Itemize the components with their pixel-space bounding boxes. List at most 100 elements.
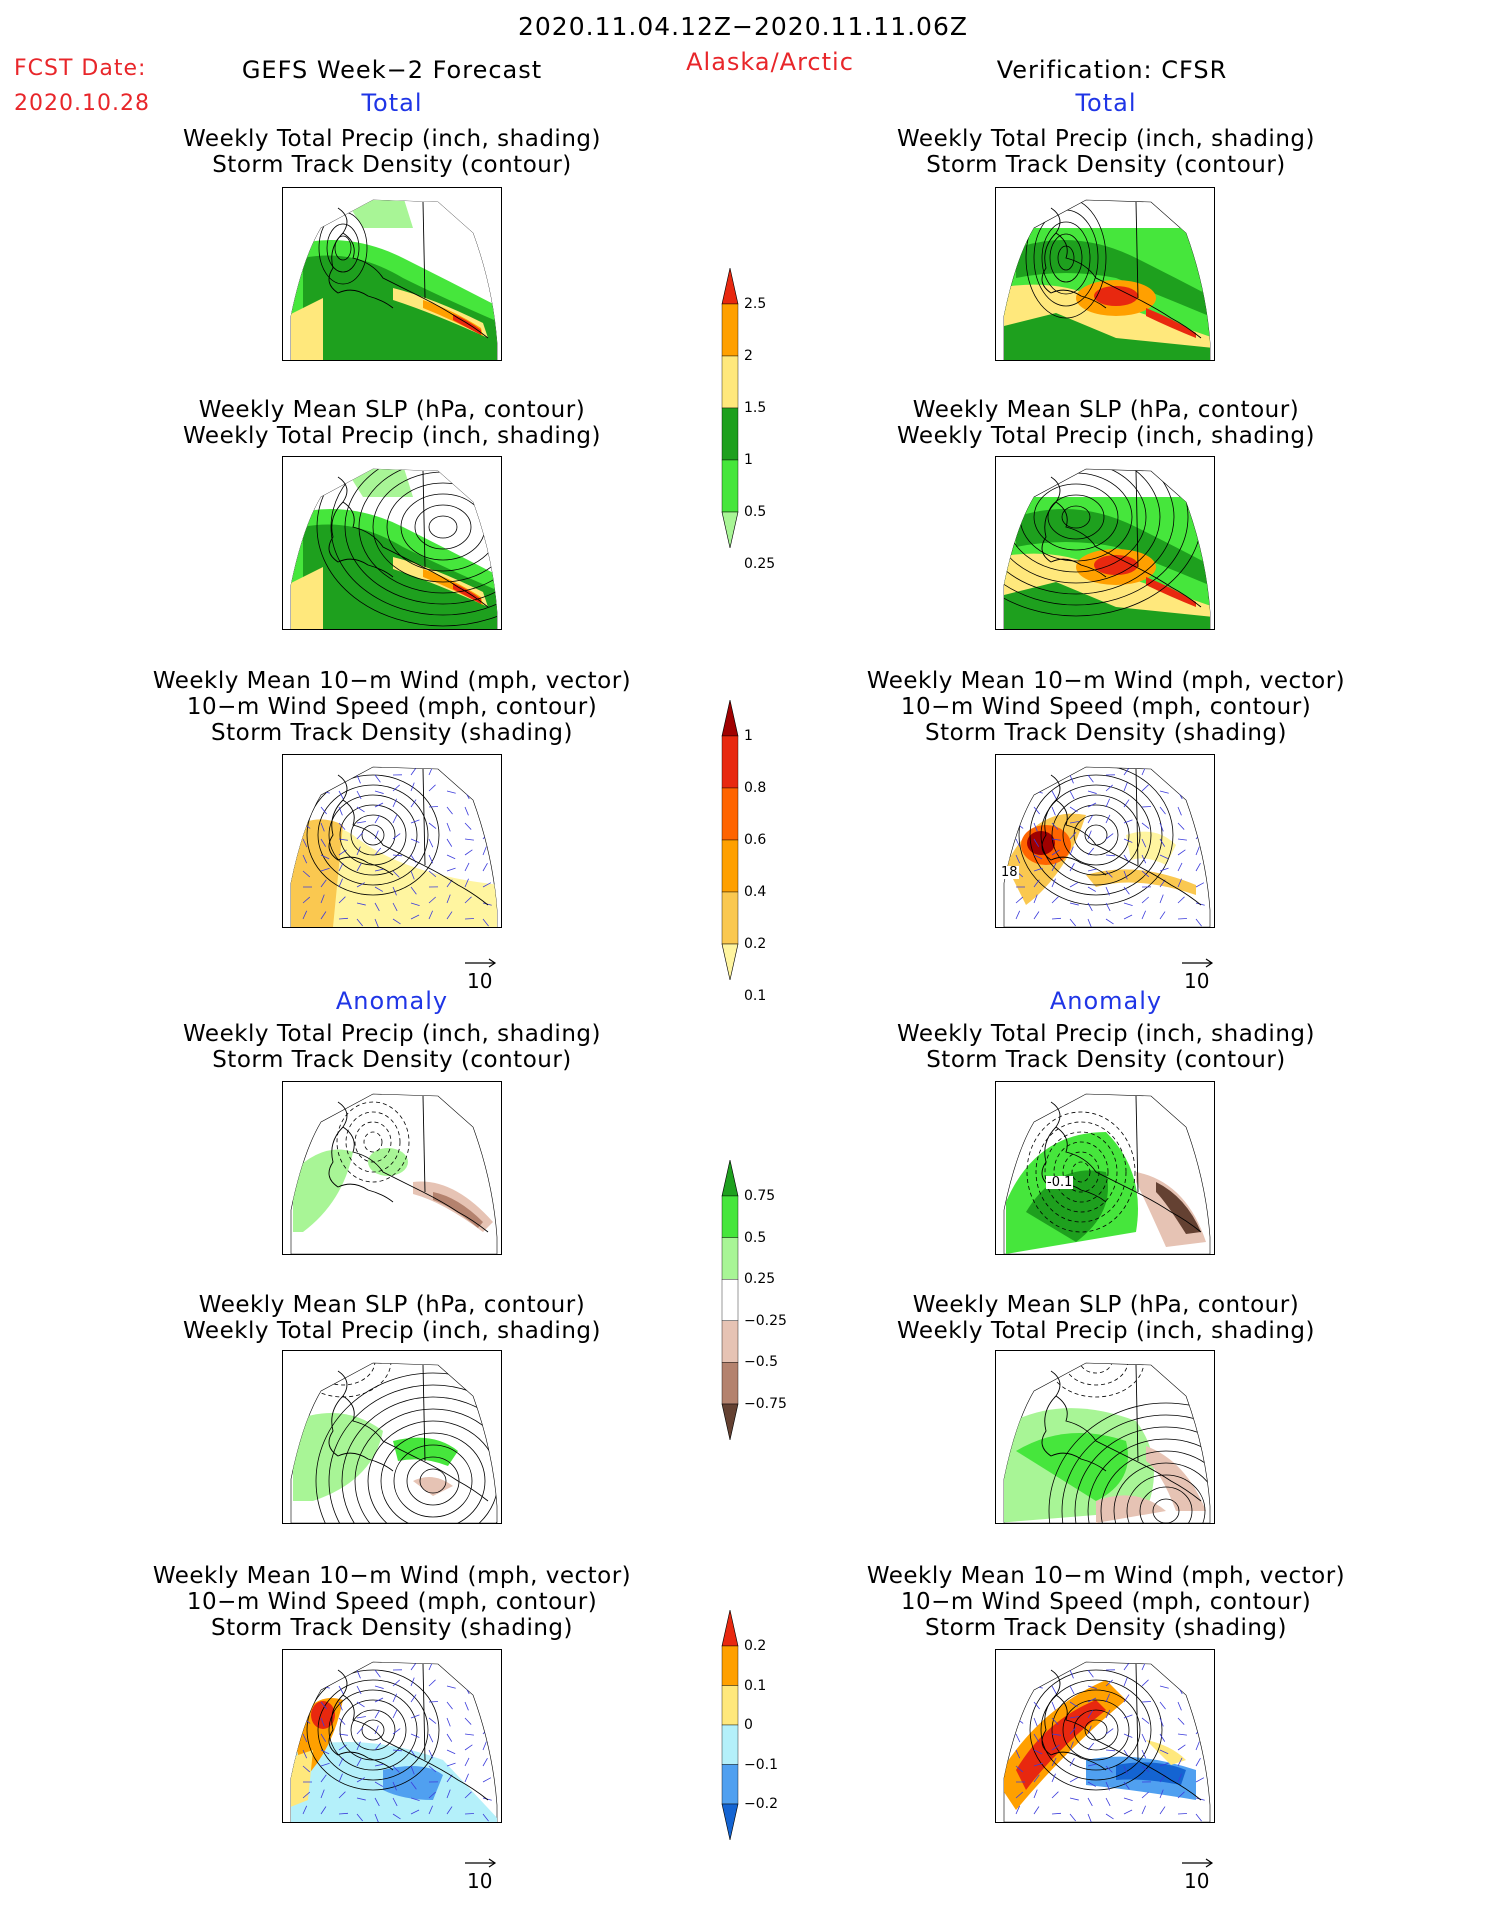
vector-reference-label: 10 bbox=[1184, 969, 1210, 993]
map-panel-r5-c2 bbox=[995, 1350, 1215, 1524]
panel-title-r6-c1-line2: 10−m Wind Speed (mph, contour) bbox=[186, 1589, 598, 1615]
panel-title-r3-c2-line1: Weekly Mean 10−m Wind (mph, vector) bbox=[866, 668, 1346, 694]
vector-reference-label: 10 bbox=[1184, 1869, 1210, 1893]
alaska-map bbox=[290, 468, 498, 629]
panel-title-r1-c2-line2: Storm Track Density (contour) bbox=[926, 152, 1286, 178]
panel-title-r2-c1-line1: Weekly Mean SLP (hPa, contour) bbox=[198, 397, 586, 423]
fcst-date-value: 2020.10.28 bbox=[14, 91, 150, 116]
panel-title-r3-c1-line1: Weekly Mean 10−m Wind (mph, vector) bbox=[152, 668, 632, 694]
colorbar-tick-precip_anom-5: −0.75 bbox=[744, 1396, 787, 1412]
colorbar-segment bbox=[721, 303, 739, 357]
map-panel-r4-c1 bbox=[282, 1081, 502, 1255]
verification-title: Verification: CFSR bbox=[996, 56, 1228, 84]
colorbar-tick-storm_total-2: 0.6 bbox=[744, 832, 767, 848]
panel-title-r3-c2-line3: Storm Track Density (shading) bbox=[925, 720, 1287, 746]
colorbar-segment bbox=[721, 511, 739, 549]
vector-reference-label: 10 bbox=[467, 969, 493, 993]
colorbar-segment bbox=[721, 267, 739, 305]
model-title: GEFS Week−2 Forecast bbox=[241, 56, 543, 84]
colorbar-segment bbox=[721, 1159, 739, 1197]
colorbar-tick-precip_total-1: 2 bbox=[744, 348, 753, 364]
alaska-map bbox=[290, 766, 498, 927]
map-panel-r1-c2 bbox=[995, 187, 1215, 361]
map-panel-r4-c2 bbox=[995, 1081, 1215, 1255]
vector-reference-4: 10 bbox=[1178, 1855, 1218, 1899]
panel-title-r6-c1-line3: Storm Track Density (shading) bbox=[211, 1615, 573, 1641]
panel-title-r3-c1-line3: Storm Track Density (shading) bbox=[211, 720, 573, 746]
panel-title-r5-c1-line2: Weekly Total Precip (inch, shading) bbox=[183, 1318, 601, 1344]
colorbar-segment bbox=[721, 891, 739, 945]
colorbar-segment bbox=[721, 839, 739, 893]
colorbar-segment bbox=[721, 1645, 739, 1686]
alaska-map bbox=[1003, 766, 1211, 927]
map-panel-r5-c1 bbox=[282, 1350, 502, 1524]
alaska-map bbox=[1003, 468, 1211, 629]
colorbar-segment bbox=[721, 1803, 739, 1841]
alaska-map bbox=[1003, 1093, 1211, 1254]
colorbar-tick-storm_anom-2: 0 bbox=[744, 1717, 753, 1733]
colorbar-segment bbox=[721, 1764, 739, 1805]
colorbar-segment bbox=[721, 1362, 739, 1405]
colorbar-tick-precip_total-0: 2.5 bbox=[744, 296, 767, 312]
panel-title-r6-c2-line3: Storm Track Density (shading) bbox=[925, 1615, 1287, 1641]
panel-title-r6-c2-line1: Weekly Mean 10−m Wind (mph, vector) bbox=[866, 1563, 1346, 1589]
panel-title-r3-c1-line2: 10−m Wind Speed (mph, contour) bbox=[186, 694, 598, 720]
colorbar-segment bbox=[721, 1685, 739, 1726]
vector-reference-3: 10 bbox=[461, 1855, 501, 1899]
map-panel-r3-c2 bbox=[995, 754, 1215, 928]
colorbar-segment bbox=[721, 1403, 739, 1441]
colorbar-tick-storm_total-0: 1 bbox=[744, 728, 753, 744]
map-panel-r2-c2 bbox=[995, 456, 1215, 630]
section-anomaly-left: Anomaly bbox=[335, 987, 449, 1015]
section-total-left: Total bbox=[361, 89, 423, 117]
colorbar-tick-storm_total-4: 0.2 bbox=[744, 936, 767, 952]
arrow-right-icon bbox=[1182, 958, 1214, 968]
panel-title-r1-c1-line1: Weekly Total Precip (inch, shading) bbox=[183, 126, 601, 152]
section-total-right: Total bbox=[1075, 89, 1137, 117]
colorbar-tick-storm_total-5: 0.1 bbox=[744, 988, 767, 1004]
colorbar-segment bbox=[721, 787, 739, 841]
colorbar-tick-precip_anom-0: 0.75 bbox=[744, 1188, 776, 1204]
vector-reference-label: 10 bbox=[467, 1869, 493, 1893]
colorbar-tick-storm_anom-1: 0.1 bbox=[744, 1677, 767, 1694]
colorbar-precip_total bbox=[720, 267, 740, 549]
fcst-date-label: FCST Date: bbox=[14, 56, 147, 81]
colorbar-tick-precip_total-3: 1 bbox=[744, 452, 753, 468]
colorbar-segment bbox=[721, 1195, 739, 1238]
map-panel-r2-c1 bbox=[282, 456, 502, 630]
colorbar-segment bbox=[721, 1320, 739, 1363]
contour-label-18: 18 bbox=[1000, 865, 1019, 880]
colorbar-segment bbox=[721, 1237, 739, 1280]
arrow-right-icon bbox=[465, 958, 497, 968]
panel-title-r6-c1-line1: Weekly Mean 10−m Wind (mph, vector) bbox=[152, 1563, 632, 1589]
colorbar-segment bbox=[721, 1609, 739, 1647]
arrow-right-icon bbox=[465, 1858, 497, 1868]
colorbar-tick-precip_anom-2: 0.25 bbox=[744, 1271, 776, 1288]
colorbar-tick-precip_total-5: 0.25 bbox=[744, 556, 776, 572]
map-panel-r6-c1 bbox=[282, 1649, 502, 1823]
region-title: Alaska/Arctic bbox=[686, 48, 854, 76]
panel-title-r5-c2-line1: Weekly Mean SLP (hPa, contour) bbox=[912, 1292, 1300, 1318]
colorbar-segment bbox=[721, 735, 739, 789]
panel-title-r3-c2-line2: 10−m Wind Speed (mph, contour) bbox=[900, 694, 1312, 720]
panel-title-r2-c2-line2: Weekly Total Precip (inch, shading) bbox=[897, 423, 1315, 449]
map-panel-r3-c1 bbox=[282, 754, 502, 928]
colorbar-tick-storm_total-1: 0.8 bbox=[744, 780, 767, 796]
alaska-map bbox=[1003, 1661, 1211, 1822]
panel-title-r4-c1-line2: Storm Track Density (contour) bbox=[212, 1047, 572, 1073]
colorbar-tick-storm_total-3: 0.4 bbox=[744, 884, 767, 900]
colorbar-segment bbox=[721, 943, 739, 981]
arrow-right-icon bbox=[1182, 1858, 1214, 1868]
colorbar-tick-storm_anom-0: 0.2 bbox=[744, 1638, 767, 1654]
colorbar-precip_anom bbox=[720, 1159, 740, 1441]
panel-title-r4-c2-line2: Storm Track Density (contour) bbox=[926, 1047, 1286, 1073]
vector-reference-2: 10 bbox=[1178, 955, 1218, 999]
panel-title-r5-c1-line1: Weekly Mean SLP (hPa, contour) bbox=[198, 1292, 586, 1318]
alaska-map bbox=[290, 1661, 498, 1822]
map-panel-r6-c2 bbox=[995, 1649, 1215, 1823]
colorbar-segment bbox=[721, 1278, 739, 1321]
panel-title-r5-c2-line2: Weekly Total Precip (inch, shading) bbox=[897, 1318, 1315, 1344]
colorbar-segment bbox=[721, 1724, 739, 1765]
colorbar-segment bbox=[721, 355, 739, 409]
section-anomaly-right: Anomaly bbox=[1049, 987, 1163, 1015]
